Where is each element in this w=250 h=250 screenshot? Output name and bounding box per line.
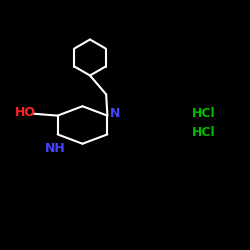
Text: N: N [110, 107, 120, 120]
Text: HCl: HCl [192, 107, 216, 120]
Text: HO: HO [14, 106, 36, 119]
Text: HCl: HCl [192, 126, 216, 139]
Text: NH: NH [45, 142, 66, 154]
